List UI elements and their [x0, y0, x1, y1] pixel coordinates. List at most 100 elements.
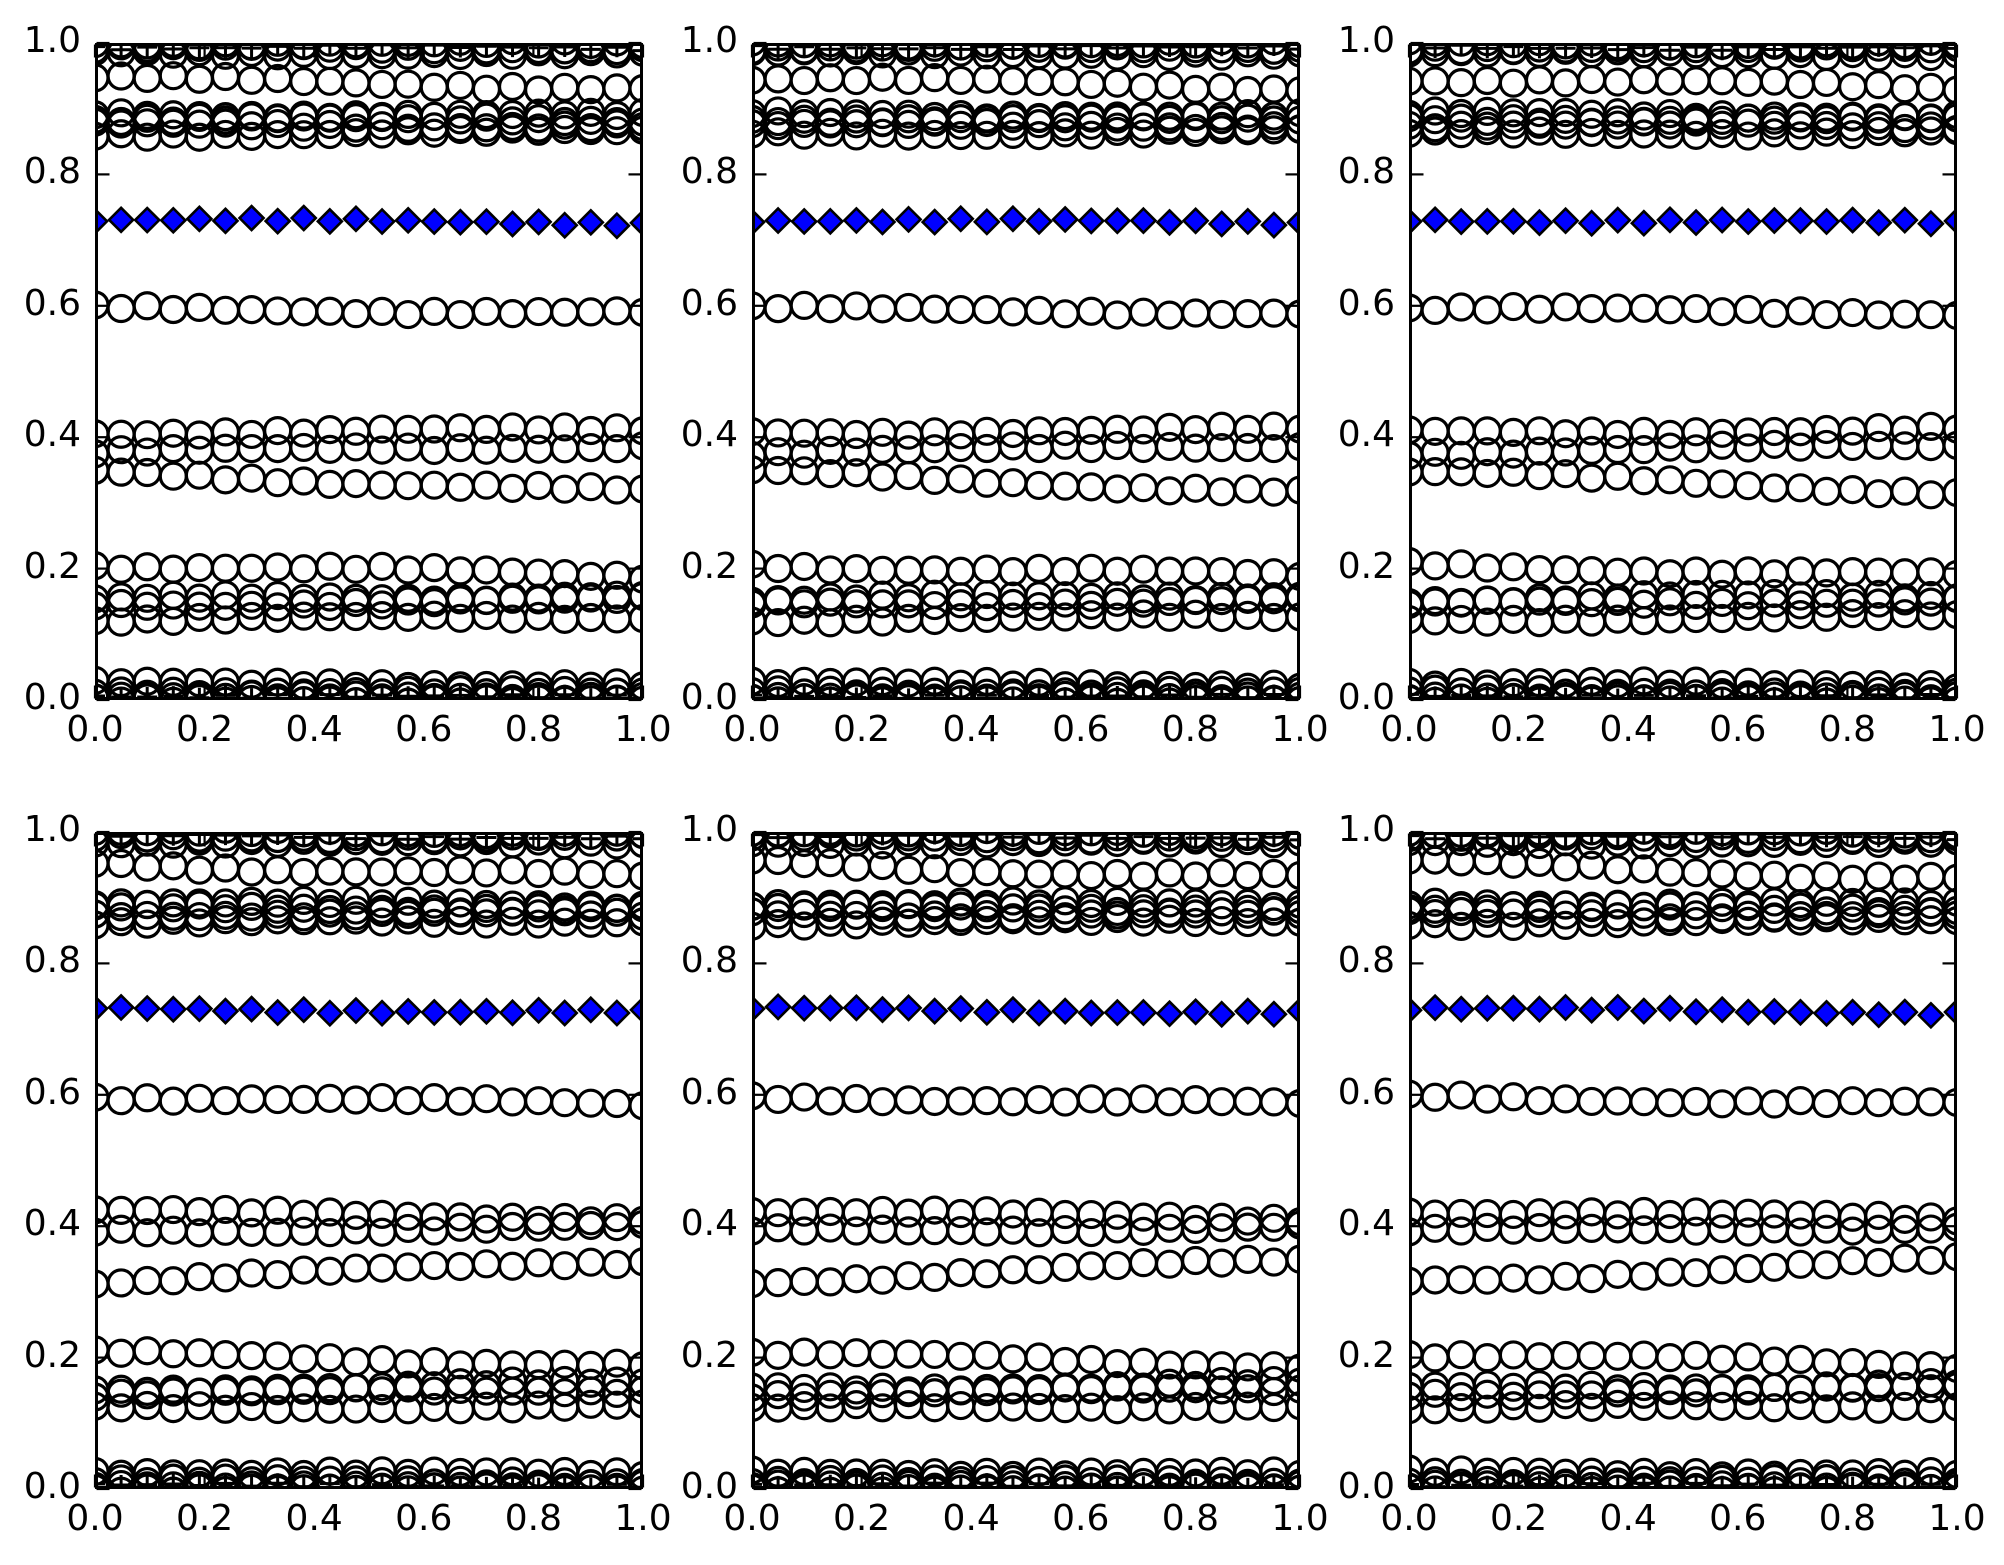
circle-marker — [1577, 1086, 1607, 1117]
circle-marker — [393, 555, 423, 585]
circle-marker — [1285, 899, 1300, 930]
y-tick-label: 1.0 — [1337, 809, 1395, 850]
circle-marker — [419, 118, 449, 148]
circle-marker — [1285, 1244, 1300, 1274]
circle-marker — [1655, 295, 1685, 325]
plus-marker — [1764, 43, 1785, 60]
circle-marker — [1811, 1214, 1842, 1244]
circle-marker — [1603, 67, 1633, 97]
circle-marker — [867, 607, 898, 637]
y-tick-label: 0.4 — [23, 414, 81, 456]
marker-layer — [1409, 832, 1957, 1489]
circle-marker — [1524, 461, 1555, 491]
plus-marker — [111, 832, 132, 847]
circle-marker — [1655, 66, 1685, 96]
circle-marker — [1498, 68, 1528, 98]
y-tick-label: 0.2 — [1337, 1334, 1395, 1376]
circle-marker — [841, 291, 871, 321]
plus-marker — [1633, 43, 1654, 58]
subplot-r2c1-plot-area — [93, 830, 645, 1491]
circle-marker — [158, 461, 188, 491]
circle-marker — [1759, 1214, 1789, 1244]
plus-marker — [924, 43, 945, 58]
circle-marker — [1681, 293, 1711, 324]
circle-marker — [393, 69, 423, 99]
plus-marker — [846, 1475, 867, 1489]
circle-marker — [1050, 299, 1080, 329]
plus-marker — [1081, 686, 1102, 700]
circle-marker — [1629, 1340, 1659, 1370]
circle-marker — [1154, 70, 1185, 100]
plus-marker — [872, 832, 893, 846]
circle-marker — [972, 1393, 1002, 1423]
plus-marker — [1290, 43, 1300, 60]
circle-marker — [1864, 861, 1894, 891]
plus-marker — [319, 684, 340, 700]
diamond-marker — [764, 993, 792, 1021]
circle-marker — [263, 296, 293, 326]
x-tick-label: 0.6 — [1052, 1498, 1110, 1539]
circle-marker — [1707, 66, 1737, 96]
circle-marker — [1838, 72, 1868, 102]
plus-marker — [820, 1474, 841, 1489]
circle-marker — [1629, 1215, 1659, 1245]
circle-marker — [1811, 414, 1842, 445]
circle-marker — [132, 457, 162, 488]
plus-marker — [1503, 43, 1524, 57]
circle-marker — [315, 1083, 345, 1113]
plus-marker — [189, 43, 210, 58]
circle-marker — [1864, 1247, 1894, 1278]
circle-marker — [367, 1217, 397, 1247]
circle-marker — [920, 1339, 950, 1370]
circle-marker — [1838, 1246, 1868, 1276]
diamond-marker — [868, 208, 897, 236]
circle-marker — [1890, 1391, 1920, 1422]
circle-marker — [602, 1249, 632, 1280]
diamond-marker — [1812, 999, 1841, 1028]
circle-marker — [946, 857, 976, 888]
circle-marker — [524, 558, 554, 588]
x-tick-label: 0.2 — [1489, 1498, 1548, 1539]
circle-marker — [1128, 861, 1159, 891]
y-tick-label: 0.2 — [23, 545, 81, 587]
circle-marker — [132, 63, 162, 93]
circle-marker — [1076, 69, 1106, 100]
circle-marker — [946, 1086, 976, 1116]
plus-marker — [1712, 1475, 1733, 1489]
circle-marker — [1285, 76, 1300, 106]
circle-marker — [1024, 1085, 1054, 1115]
diamond-marker — [1260, 1000, 1288, 1029]
circle-marker — [1050, 1346, 1080, 1377]
plus-marker — [189, 1475, 210, 1489]
circle-marker — [628, 1460, 643, 1489]
circle-marker — [998, 66, 1028, 96]
circle-marker — [1942, 430, 1957, 460]
circle-marker — [815, 63, 845, 93]
plus-marker — [1920, 832, 1941, 848]
circle-marker — [1233, 1086, 1263, 1116]
circle-marker — [1102, 430, 1132, 461]
circle-marker — [1916, 72, 1946, 102]
x-tick-label: 0.8 — [504, 1498, 563, 1539]
plus-marker — [1290, 832, 1300, 850]
circle-marker — [1838, 475, 1868, 505]
circle-marker — [1472, 65, 1502, 96]
circle-marker — [1890, 415, 1920, 445]
circle-marker — [210, 1394, 241, 1424]
diamond-marker — [1630, 997, 1658, 1025]
circle-marker — [184, 1083, 214, 1113]
circle-marker — [893, 1261, 924, 1291]
circle-marker — [236, 1217, 267, 1247]
circle-marker — [1785, 1344, 1816, 1374]
plus-marker — [476, 43, 497, 57]
circle-marker — [1154, 300, 1185, 330]
circle-marker — [263, 1341, 293, 1371]
circle-marker — [1733, 67, 1763, 97]
circle-marker — [1681, 1086, 1711, 1117]
plus-marker — [872, 1473, 893, 1489]
circle-marker — [1285, 475, 1300, 505]
circle-marker — [1181, 473, 1211, 503]
circle-marker — [998, 1392, 1028, 1422]
circle-marker — [1890, 431, 1920, 461]
plus-marker — [163, 43, 184, 59]
